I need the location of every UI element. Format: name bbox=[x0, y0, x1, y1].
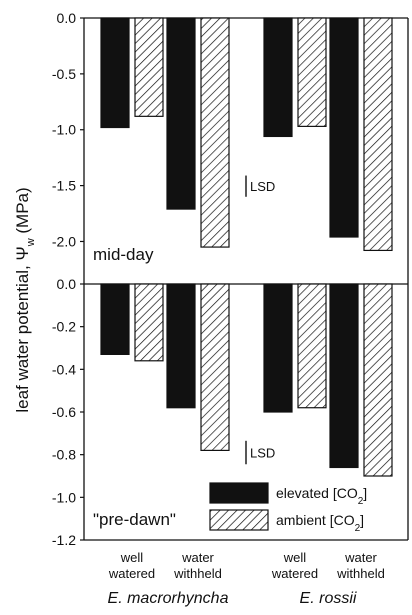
x-category-line2: watered bbox=[271, 566, 318, 581]
bar-ambient-panel0-0 bbox=[134, 17, 164, 117]
legend-label-ambient: ambient [CO2] bbox=[276, 512, 364, 534]
panel-1-ytick-label: -0.6 bbox=[52, 404, 76, 420]
panel-1-ytick-label: -0.4 bbox=[52, 361, 76, 377]
panel-0-ytick-label: -2.0 bbox=[52, 233, 76, 249]
bar-elevated-panel0-3 bbox=[329, 17, 359, 238]
panel-label-midday: mid-day bbox=[93, 245, 154, 264]
x-category-line1: well bbox=[283, 550, 307, 565]
bars-layer bbox=[100, 17, 393, 531]
panel-1-ytick-label: -0.8 bbox=[52, 447, 76, 463]
y-axis-label: leaf water potential, Ψw (MPa) bbox=[13, 187, 37, 412]
x-category-line1: well bbox=[120, 550, 144, 565]
legend-swatch-ambient bbox=[209, 509, 269, 531]
bar-elevated-panel1-3 bbox=[329, 283, 359, 469]
bar-ambient-panel1-3 bbox=[363, 283, 393, 477]
bar-ambient-panel1-0 bbox=[134, 283, 164, 362]
panel-0-ytick-label: -0.5 bbox=[52, 66, 76, 82]
x-category-line1: water bbox=[181, 550, 214, 565]
bar-ambient-panel1-1 bbox=[200, 283, 230, 451]
panel-label-predawn: "pre-dawn" bbox=[93, 510, 176, 529]
bar-elevated-panel0-1 bbox=[166, 17, 196, 210]
species-label-rossii: E. rossii bbox=[300, 590, 357, 607]
legend-label-elevated: elevated [CO2] bbox=[276, 485, 367, 507]
x-category-line2: watered bbox=[108, 566, 155, 581]
bar-ambient-panel1-2 bbox=[297, 283, 327, 409]
panel-0-ytick-label: 0.0 bbox=[57, 10, 77, 26]
text-layer: 0.0 -0.5 -1.0 -1.5 -2.0 LSD 0.0 -0.2 -0.4 -0.6 -0.… bbox=[13, 10, 385, 607]
bar-elevated-panel1-2 bbox=[263, 283, 293, 413]
bar-ambient-panel0-2 bbox=[297, 17, 327, 127]
panel-0-lsd-label: LSD bbox=[250, 179, 275, 194]
x-category-line2: withheld bbox=[336, 566, 385, 581]
panel-1-lsd-label: LSD bbox=[250, 446, 275, 461]
bar-ambient-panel0-1 bbox=[200, 17, 230, 248]
bar-elevated-panel0-0 bbox=[100, 17, 130, 129]
bar-elevated-panel1-1 bbox=[166, 283, 196, 409]
legend-swatch-elevated bbox=[209, 482, 269, 504]
bar-ambient-panel0-3 bbox=[363, 17, 393, 252]
panel-1-ytick-label: -1.2 bbox=[52, 532, 76, 548]
bar-elevated-panel1-0 bbox=[100, 283, 130, 356]
panel-1-ytick-label: -1.0 bbox=[52, 489, 76, 505]
panel-1-ytick-label: 0.0 bbox=[57, 276, 77, 292]
panel-1-ytick-label: -0.2 bbox=[52, 319, 76, 335]
x-category-line1: water bbox=[344, 550, 377, 565]
panel-0-ytick-label: -1.5 bbox=[52, 178, 76, 194]
panel-0-ytick-label: -1.0 bbox=[52, 122, 76, 138]
species-label-macrorhyncha: E. macrorhyncha bbox=[108, 590, 229, 607]
x-category-line2: withheld bbox=[173, 566, 222, 581]
bar-elevated-panel0-2 bbox=[263, 17, 293, 138]
